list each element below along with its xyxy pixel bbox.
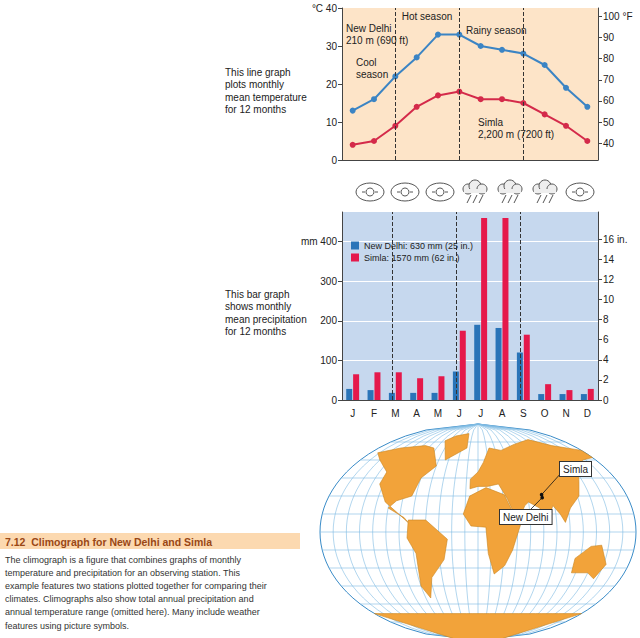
svg-text:50: 50	[603, 117, 615, 128]
svg-text:0: 0	[603, 395, 609, 406]
svg-text:A: A	[413, 408, 420, 419]
svg-text:100: 100	[320, 355, 337, 366]
svg-text:°C 40: °C 40	[312, 3, 338, 14]
svg-text:M: M	[391, 408, 399, 419]
svg-text:70: 70	[603, 74, 615, 85]
svg-text:14: 14	[603, 254, 615, 265]
svg-text:The climograph is a figure tha: The climograph is a figure that combines…	[5, 555, 242, 565]
svg-text:mean temperature: mean temperature	[225, 92, 307, 103]
svg-text:New Delhi: 630 mm (25 in.): New Delhi: 630 mm (25 in.)	[364, 240, 473, 251]
svg-text:60: 60	[603, 95, 615, 106]
svg-text:annual temperature range (omit: annual temperature range (omitted here).…	[5, 607, 260, 617]
svg-text:mean precipitation: mean precipitation	[225, 314, 307, 325]
svg-text:12: 12	[603, 274, 615, 285]
svg-text:80: 80	[603, 53, 615, 64]
svg-text:2,200 m (7200 ft): 2,200 m (7200 ft)	[478, 129, 554, 140]
svg-text:Simla: 1570 mm (62 in.): Simla: 1570 mm (62 in.)	[364, 253, 460, 263]
svg-text:This bar graph: This bar graph	[225, 289, 289, 300]
svg-text:4: 4	[603, 354, 609, 365]
svg-text:S: S	[520, 408, 527, 419]
svg-text:210 m (690 ft): 210 m (690 ft)	[346, 35, 408, 46]
svg-text:10: 10	[603, 294, 615, 305]
svg-text:100 °F: 100 °F	[603, 11, 633, 22]
svg-text:for 12 months: for 12 months	[225, 326, 286, 337]
svg-text:20: 20	[326, 79, 338, 90]
svg-text:6: 6	[603, 334, 609, 345]
svg-text:climates. Climographs also sho: climates. Climographs also show total an…	[5, 594, 254, 604]
svg-text:8: 8	[603, 314, 609, 325]
svg-text:F: F	[371, 408, 377, 419]
svg-text:J: J	[350, 408, 355, 419]
svg-text:200: 200	[320, 315, 337, 326]
svg-text:J: J	[457, 408, 462, 419]
svg-text:features using picture symbols: features using picture symbols.	[5, 621, 129, 631]
svg-text:M: M	[434, 408, 442, 419]
svg-text:Simla: Simla	[478, 117, 503, 128]
svg-text:O: O	[541, 408, 549, 419]
svg-text:30: 30	[326, 41, 338, 52]
svg-text:D: D	[584, 408, 591, 419]
svg-text:10: 10	[326, 117, 338, 128]
svg-text:for 12 months: for 12 months	[225, 104, 286, 115]
svg-text:2: 2	[603, 374, 609, 385]
svg-text:New Delhi: New Delhi	[346, 23, 392, 34]
svg-text:Simla: Simla	[563, 464, 588, 475]
svg-text:J: J	[478, 408, 483, 419]
svg-text:Hot season: Hot season	[402, 11, 453, 22]
svg-text:This line graph: This line graph	[225, 67, 291, 78]
svg-text:A: A	[499, 408, 506, 419]
svg-text:Rainy season: Rainy season	[466, 25, 527, 36]
svg-text:7.12 Climograph for New Delhi: 7.12 Climograph for New Delhi and Simla	[5, 536, 212, 548]
svg-text:Cool: Cool	[356, 57, 379, 68]
svg-text:0: 0	[331, 155, 337, 166]
svg-text:300: 300	[320, 276, 337, 287]
svg-text:temperature and precipitation: temperature and precipitation for an obs…	[5, 568, 240, 578]
svg-text:N: N	[562, 408, 569, 419]
svg-text:0: 0	[331, 395, 337, 406]
svg-text:New Delhi: New Delhi	[503, 512, 549, 523]
svg-text:90: 90	[603, 32, 615, 43]
svg-text:plots monthly: plots monthly	[225, 79, 284, 90]
svg-text:shows monthly: shows monthly	[225, 301, 291, 312]
svg-text:example features two stations: example features two stations plotted to…	[5, 581, 267, 591]
svg-text:40: 40	[603, 138, 615, 149]
svg-text:season: season	[356, 69, 388, 80]
svg-text:16 in.: 16 in.	[603, 234, 627, 245]
svg-text:mm 400: mm 400	[301, 236, 338, 247]
